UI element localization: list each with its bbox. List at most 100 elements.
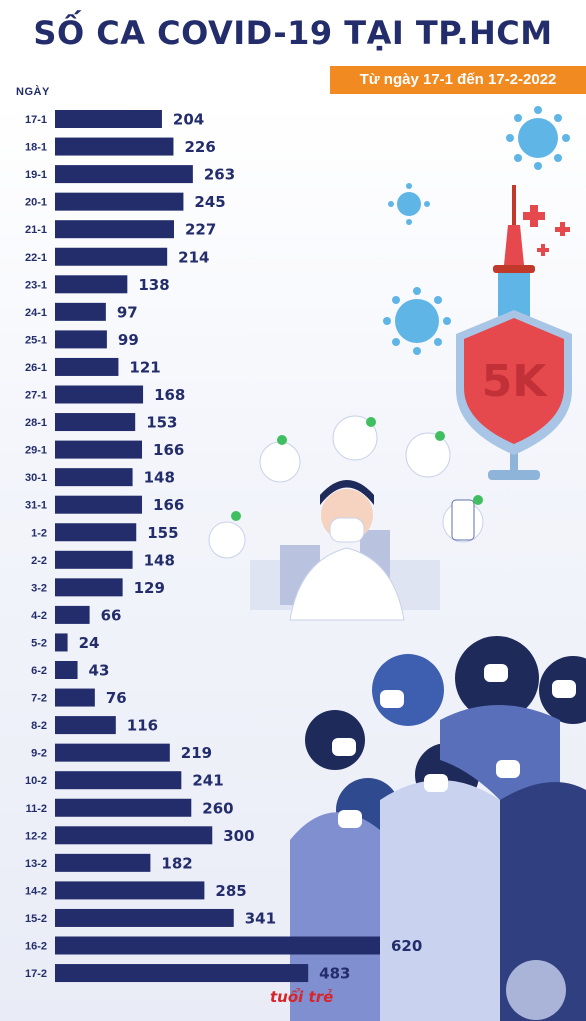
category-label: 6-2: [31, 665, 47, 677]
value-label: 620: [391, 937, 422, 955]
category-label: 3-2: [31, 582, 47, 594]
category-label: 1-2: [31, 527, 47, 539]
category-label: 22-1: [25, 252, 47, 264]
value-label: 166: [153, 496, 184, 514]
category-label: 17-1: [25, 114, 47, 126]
value-label: 226: [184, 138, 215, 156]
value-label: 116: [127, 717, 158, 735]
value-label: 300: [223, 827, 254, 845]
logo: tuổi trẻ: [270, 988, 334, 1006]
bar: [55, 881, 205, 900]
category-label: 14-2: [25, 885, 47, 897]
bar: [55, 247, 168, 266]
value-label: 168: [154, 386, 185, 404]
value-label: 76: [106, 689, 127, 707]
value-label: 241: [192, 772, 223, 790]
bar: [55, 165, 193, 184]
bar: [55, 661, 78, 679]
category-label: 12-2: [25, 830, 47, 842]
value-label: 97: [117, 303, 138, 321]
category-label: 31-1: [25, 500, 47, 512]
bar: [55, 110, 162, 128]
bar: [55, 550, 133, 569]
bar: [55, 633, 68, 652]
virus-icon: [383, 287, 451, 355]
bar: [55, 357, 119, 376]
virus-icon: [388, 183, 430, 225]
bar: [55, 385, 144, 404]
value-label: 182: [161, 854, 192, 872]
category-label: 25-1: [25, 334, 47, 346]
bar: [55, 413, 136, 432]
bar: [55, 771, 182, 790]
value-label: 285: [215, 882, 246, 900]
shield-icon: 5K: [456, 310, 572, 455]
value-label: 148: [144, 469, 175, 487]
bar: [55, 853, 151, 872]
value-label: 219: [181, 744, 212, 762]
value-label: 153: [146, 414, 177, 432]
bar: [55, 192, 184, 211]
category-label: 8-2: [31, 720, 47, 732]
category-label: 26-1: [25, 362, 47, 374]
value-label: 138: [138, 276, 169, 294]
bar: [55, 468, 133, 487]
bar: [55, 330, 107, 349]
category-label: 23-1: [25, 279, 47, 291]
value-label: 245: [194, 193, 225, 211]
category-label: 19-1: [25, 169, 47, 181]
category-label: 15-2: [25, 913, 47, 925]
value-label: 166: [153, 441, 184, 459]
y-axis-label: NGÀY: [16, 86, 50, 98]
bar: [55, 798, 192, 817]
bar: [55, 936, 380, 955]
value-label: 43: [89, 662, 110, 680]
category-label: 28-1: [25, 417, 47, 429]
bar: [55, 137, 174, 156]
bar: [55, 964, 309, 983]
value-label: 24: [79, 634, 100, 652]
crowd-illustration: [290, 636, 586, 1021]
value-label: 260: [202, 799, 233, 817]
bar: [55, 220, 174, 239]
category-label: 2-2: [31, 555, 47, 567]
category-label: 13-2: [25, 858, 47, 870]
category-label: 30-1: [25, 472, 47, 484]
category-label: 4-2: [31, 610, 47, 622]
value-label: 66: [101, 606, 122, 624]
category-label: 9-2: [31, 748, 47, 760]
bar: [55, 743, 170, 762]
bar: [55, 275, 128, 294]
value-label: 204: [173, 111, 204, 129]
category-label: 18-1: [25, 142, 47, 154]
bar: [55, 440, 143, 459]
value-label: 483: [319, 965, 350, 983]
category-label: 24-1: [25, 307, 47, 319]
bar: [55, 523, 137, 542]
category-label: 20-1: [25, 197, 47, 209]
category-label: 11-2: [26, 803, 47, 815]
bar: [55, 908, 234, 927]
category-label: 27-1: [25, 390, 47, 402]
virus-icon: [506, 106, 570, 170]
value-label: 121: [129, 358, 160, 376]
doctor-illustration: [208, 415, 484, 621]
bar: [55, 826, 213, 845]
bar: [55, 578, 123, 597]
shield-label: 5K: [482, 356, 549, 407]
value-label: 148: [144, 551, 175, 569]
chart-subtitle: Từ ngày 17-1 đến 17-2-2022: [330, 66, 586, 94]
value-label: 99: [118, 331, 139, 349]
bar: [55, 716, 116, 735]
value-label: 341: [245, 909, 276, 927]
bar: [55, 605, 90, 624]
category-label: 7-2: [31, 693, 47, 705]
category-label: 10-2: [25, 775, 47, 787]
bar: [55, 495, 143, 514]
value-label: 227: [185, 221, 216, 239]
category-label: 21-1: [25, 224, 47, 236]
value-label: 155: [147, 524, 178, 542]
value-label: 263: [204, 166, 235, 184]
value-label: 214: [178, 248, 209, 266]
